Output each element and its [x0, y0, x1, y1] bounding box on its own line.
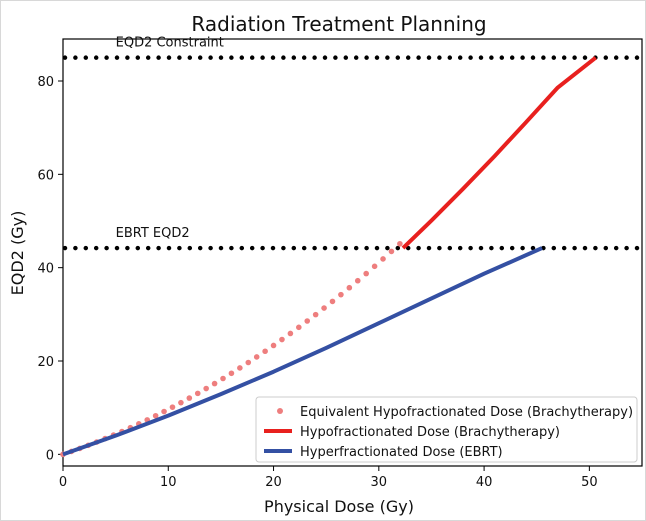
series-point-0: [211, 380, 218, 387]
y-tick-label: 20: [37, 355, 54, 370]
x-tick-label: 20: [265, 475, 282, 490]
series-point-0: [203, 385, 209, 392]
series-point-0: [220, 375, 226, 382]
series-point-0: [329, 298, 336, 305]
series-point-0: [397, 240, 403, 247]
legend-marker-0: [277, 408, 283, 414]
series-point-0: [296, 324, 302, 331]
x-axis-label: Physical Dose (Gy): [264, 497, 414, 516]
y-tick-label: 0: [46, 448, 54, 463]
series-point-0: [169, 404, 176, 410]
x-tick-label: 30: [371, 475, 388, 490]
x-tick-label: 50: [581, 475, 598, 490]
series-point-0: [253, 354, 260, 360]
series-point-0: [388, 248, 395, 255]
x-tick-label: 0: [59, 475, 67, 490]
series-point-0: [354, 277, 361, 284]
series-point-0: [363, 270, 369, 277]
series-point-0: [338, 291, 344, 298]
chart-title: Radiation Treatment Planning: [191, 12, 486, 36]
series-point-0: [186, 395, 193, 401]
y-tick-label: 80: [37, 75, 54, 90]
series-point-0: [380, 256, 386, 262]
legend-label-1: Hypofractionated Dose (Brachytherapy): [300, 425, 560, 440]
series-point-0: [161, 408, 167, 415]
x-tick-label: 40: [476, 475, 493, 490]
series-point-0: [371, 263, 378, 270]
series-point-0: [304, 318, 311, 324]
series-point-0: [245, 359, 252, 366]
series-point-0: [312, 311, 319, 318]
series-point-0: [152, 412, 159, 419]
ebrt-eqd2-label: EBRT EQD2: [116, 226, 190, 241]
series-line-2: [62, 246, 543, 457]
series-point-0: [237, 365, 243, 371]
legend-box: [255, 396, 638, 463]
eqd2-constraint-label: EQD2 Constraint: [116, 36, 224, 51]
series-point-0: [321, 305, 327, 311]
series-point-0: [287, 330, 294, 337]
series-point-0: [262, 348, 268, 355]
series-point-0: [194, 390, 201, 397]
x-tick-label: 10: [160, 475, 177, 490]
legend-label-2: Hyperfractionated Dose (EBRT): [300, 445, 503, 460]
series-line-1: [401, 56, 597, 250]
series-point-0: [279, 336, 285, 343]
series-point-0: [228, 370, 235, 377]
series-point-0: [346, 284, 353, 291]
legend-label-0: Equivalent Hypofractionated Dose (Brachy…: [300, 405, 633, 420]
series-point-0: [270, 342, 277, 349]
plot-area: 0 10 20 30 40 50 0 20 40 60 80 EQD2 Constraint EBRT …: [37, 36, 643, 490]
plot-frame: [62, 38, 643, 467]
y-tick-label: 60: [37, 168, 54, 183]
y-axis-label: EQD2 (Gy): [8, 211, 27, 296]
series-point-0: [178, 399, 184, 406]
y-tick-label: 40: [37, 262, 54, 277]
